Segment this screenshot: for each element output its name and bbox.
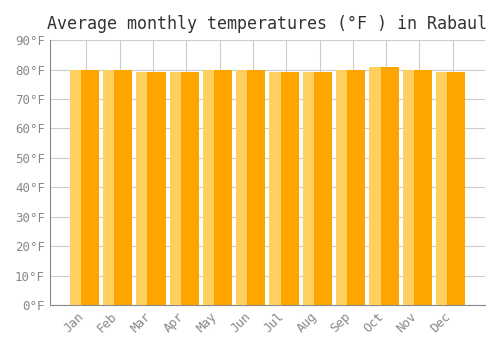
Bar [70, 70, 81, 305]
Bar [207, 70, 232, 305]
Bar [340, 70, 365, 305]
Bar [374, 66, 398, 305]
Bar [402, 70, 414, 305]
Title: Average monthly temperatures (°F ) in Rabaul: Average monthly temperatures (°F ) in Ra… [48, 15, 488, 33]
Bar [407, 70, 432, 305]
Bar [436, 72, 447, 305]
Bar [170, 72, 181, 305]
Bar [236, 70, 248, 305]
Bar [103, 70, 114, 305]
Bar [108, 70, 132, 305]
Bar [440, 72, 465, 305]
Bar [203, 70, 214, 305]
Bar [240, 70, 266, 305]
Bar [270, 72, 280, 305]
Bar [302, 72, 314, 305]
Bar [136, 72, 147, 305]
Bar [274, 72, 298, 305]
Bar [307, 72, 332, 305]
Bar [336, 70, 347, 305]
Bar [74, 70, 99, 305]
Bar [370, 66, 380, 305]
Bar [174, 72, 199, 305]
Bar [140, 72, 166, 305]
